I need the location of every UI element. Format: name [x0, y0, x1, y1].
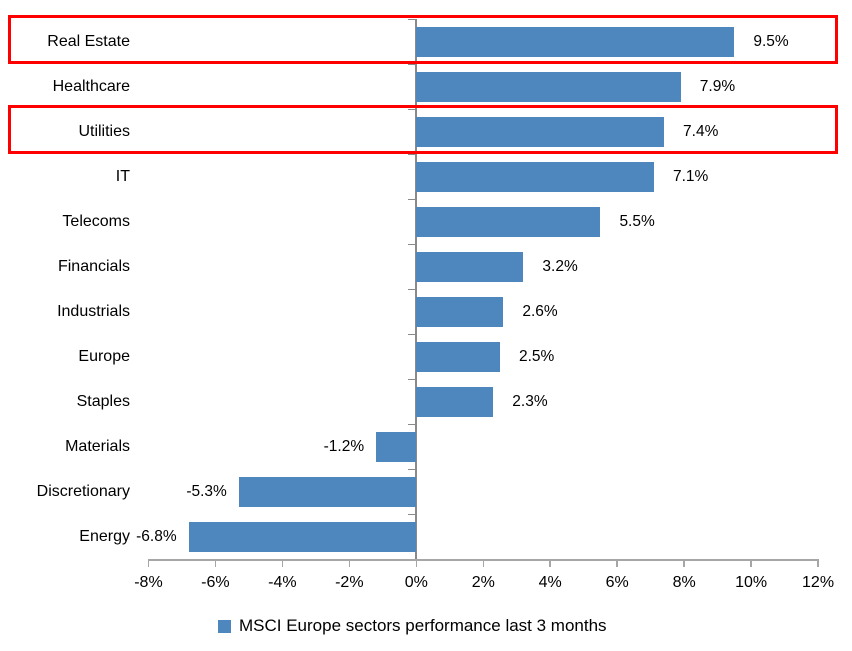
x-tick-label: -6% — [201, 574, 230, 591]
category-label: Industrials — [57, 302, 130, 320]
value-label: 5.5% — [619, 212, 655, 230]
category-label: Staples — [76, 392, 130, 410]
x-tick — [348, 559, 351, 567]
x-tick — [549, 559, 551, 567]
category-axis-tick — [408, 19, 417, 20]
value-label: 2.3% — [512, 392, 548, 410]
x-tick-label: 6% — [605, 574, 629, 591]
category-axis-tick — [408, 514, 417, 515]
highlight-box — [8, 14, 838, 64]
bar — [416, 26, 735, 57]
category-label: IT — [115, 167, 130, 185]
x-tick — [750, 559, 752, 567]
category-axis-tick — [408, 109, 417, 110]
value-label: -5.3% — [186, 482, 227, 500]
category-label: Utilities — [78, 122, 130, 140]
category-label: Energy — [79, 527, 130, 545]
bar — [416, 116, 665, 147]
bar — [188, 521, 417, 552]
category-axis-tick — [408, 154, 417, 155]
bar — [416, 296, 504, 327]
x-tick-label: 8% — [672, 574, 696, 591]
category-axis-tick — [408, 469, 417, 470]
x-tick — [817, 559, 819, 567]
bar — [416, 386, 494, 417]
value-label: 9.5% — [753, 32, 789, 50]
x-tick — [616, 559, 618, 567]
value-label: -6.8% — [136, 527, 177, 545]
category-label: Materials — [65, 437, 130, 455]
x-tick — [214, 559, 217, 567]
x-tick — [147, 559, 150, 567]
category-axis-tick — [408, 244, 417, 245]
bar — [416, 161, 654, 192]
value-label: 2.6% — [522, 302, 558, 320]
legend: MSCI Europe sectors performance last 3 m… — [218, 613, 607, 639]
value-label: -1.2% — [323, 437, 365, 455]
x-tick — [683, 559, 685, 567]
x-tick-label: 10% — [735, 574, 768, 591]
category-axis-tick — [408, 424, 417, 425]
bar — [416, 251, 524, 282]
value-label: 7.1% — [673, 167, 709, 185]
highlight-box — [8, 104, 838, 154]
category-axis-tick — [408, 199, 417, 200]
category-label: Real Estate — [47, 32, 130, 50]
x-tick-label: 2% — [471, 574, 495, 591]
x-tick-label: 4% — [538, 574, 562, 591]
legend-swatch-icon — [218, 619, 231, 633]
x-tick-label: 0% — [404, 574, 428, 591]
category-axis-tick — [408, 64, 417, 65]
x-tick-label: -4% — [268, 574, 297, 591]
x-tick — [415, 559, 418, 567]
bar — [416, 206, 601, 237]
category-axis-tick — [408, 334, 417, 335]
category-label: Financials — [57, 257, 130, 275]
x-tick — [281, 559, 284, 567]
category-label: Telecoms — [62, 212, 130, 230]
category-label: Europe — [78, 347, 130, 365]
category-label: Healthcare — [52, 77, 130, 95]
category-axis-tick — [408, 289, 417, 290]
bar — [238, 476, 417, 507]
value-label: 7.4% — [683, 122, 719, 140]
bar — [416, 71, 681, 102]
x-tick-label: 12% — [802, 574, 835, 591]
category-label: Discretionary — [36, 482, 130, 500]
value-label: 7.9% — [699, 77, 736, 95]
x-tick-label: -8% — [134, 574, 163, 591]
bar — [416, 341, 500, 372]
x-tick — [482, 559, 484, 567]
value-label: 2.5% — [519, 347, 555, 365]
legend-label: MSCI Europe sectors performance last 3 m… — [239, 616, 607, 635]
x-tick-label: -2% — [335, 574, 364, 591]
value-label: 3.2% — [542, 257, 578, 275]
category-axis-tick — [408, 379, 417, 380]
bar — [376, 431, 417, 462]
